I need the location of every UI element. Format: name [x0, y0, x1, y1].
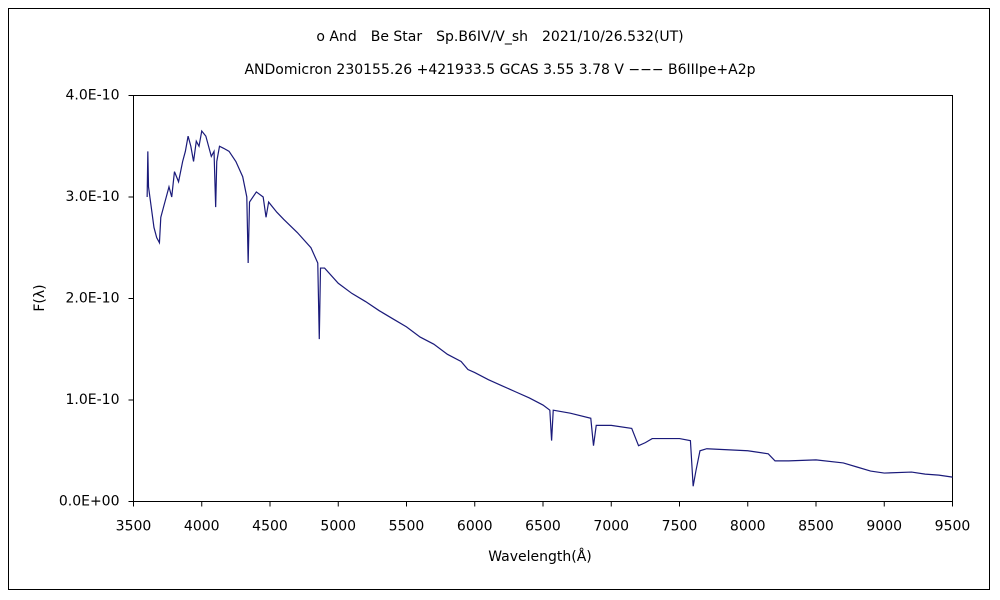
x-tick-label: 8000 [730, 519, 766, 535]
x-tick-label: 9000 [866, 519, 902, 535]
y-tick-label: 2.0E-10 [66, 291, 120, 307]
y-tick-label: 3.0E-10 [66, 189, 120, 205]
x-tick-label: 6500 [525, 519, 561, 535]
spectrum-line [146, 129, 953, 487]
x-tick-label: 6000 [457, 519, 493, 535]
x-tick-label: 9500 [935, 519, 971, 535]
chart-title: ο And Be Star Sp.B6IV/V_sh 2021/10/26.53… [316, 29, 683, 45]
chart-border [8, 8, 990, 590]
x-tick-label: 7000 [593, 519, 629, 535]
x-tick-label: 3500 [116, 519, 152, 535]
x-tick-label: 5000 [320, 519, 356, 535]
x-tick-label: 7500 [662, 519, 698, 535]
x-tick-label: 8500 [798, 519, 834, 535]
chart-subtitle: ANDomicron 230155.26 +421933.5 GCAS 3.55… [244, 62, 755, 78]
x-tick-label: 4000 [184, 519, 220, 535]
y-tick-label: 0.0E+00 [59, 494, 120, 510]
y-tick-label: 1.0E-10 [66, 392, 120, 408]
x-axis-label: Wavelength(Å) [488, 548, 592, 565]
x-tick-label: 4500 [252, 519, 288, 535]
y-tick-label: 4.0E-10 [66, 88, 120, 104]
y-axis-label: F(λ) [32, 284, 48, 311]
x-tick-label: 5500 [389, 519, 425, 535]
